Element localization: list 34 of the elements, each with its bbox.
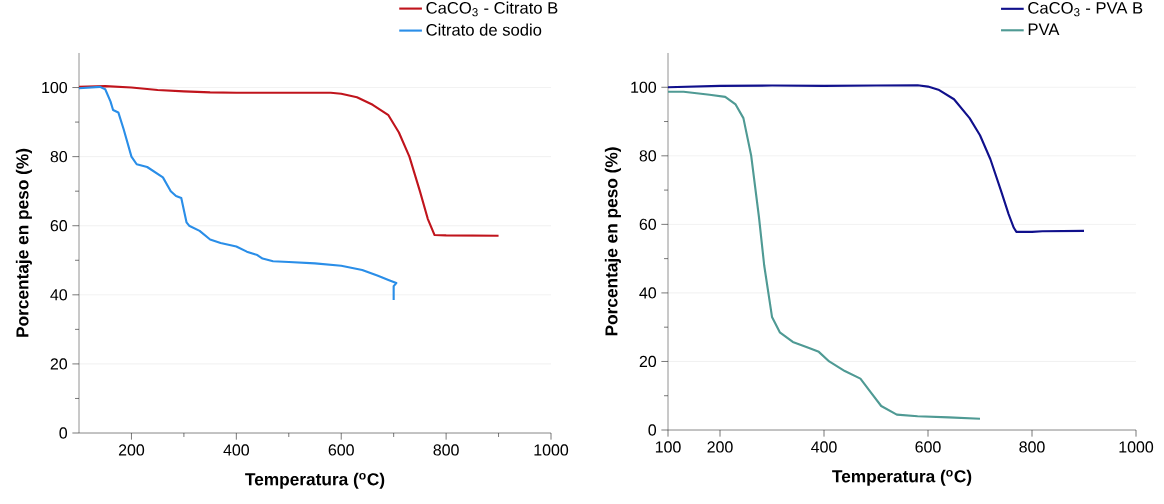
y-tick-label: 20	[50, 358, 68, 370]
x-tick-label: 1000	[534, 444, 569, 456]
x-tick-label: 800	[1019, 441, 1045, 453]
x-tick-label: 600	[328, 444, 354, 456]
y-tick-label: 40	[50, 289, 68, 301]
y-axis-title: Porcentaje en peso (%)	[604, 147, 621, 336]
x-tick-label: 200	[118, 444, 145, 456]
line-series	[668, 90, 982, 420]
x-axis-title: Temperatura ($^{o}$C)	[245, 472, 385, 489]
x-tick-label: 200	[707, 441, 733, 453]
x-tick-label: 400	[811, 441, 837, 453]
y-tick-label: 0	[59, 427, 68, 439]
y-tick-label: 60	[50, 220, 68, 232]
y-tick-label: 0	[648, 424, 657, 436]
x-tick-label: 1000	[1119, 441, 1154, 453]
y-tick-label: 20	[639, 355, 657, 368]
legend-label: Citrato de sodio	[426, 23, 542, 36]
x-tick-label: 600	[915, 441, 941, 453]
legend-label: PVA	[1028, 23, 1060, 36]
x-axis-title: Temperatura ($^{o}$C)	[832, 469, 972, 486]
y-tick-label: 100	[631, 81, 657, 93]
x-tick-label: 400	[223, 444, 250, 456]
x-tick-label: 800	[433, 444, 459, 456]
x-tick-label: 100	[655, 441, 681, 453]
legend-label: CaCO$_{3}$ - PVA B	[1028, 2, 1143, 17]
y-tick-label: 40	[639, 287, 657, 299]
y-tick-label: 60	[639, 218, 657, 230]
y-tick-label: 80	[639, 150, 657, 162]
y-axis-title: Porcentaje en peso (%)	[15, 148, 32, 337]
line-series	[668, 84, 1086, 233]
legend-label: CaCO$_{3}$ - Citrato B	[426, 1, 558, 17]
y-tick-label: 80	[50, 151, 68, 163]
y-tick-label: 100	[42, 81, 68, 94]
line-series	[79, 85, 398, 302]
